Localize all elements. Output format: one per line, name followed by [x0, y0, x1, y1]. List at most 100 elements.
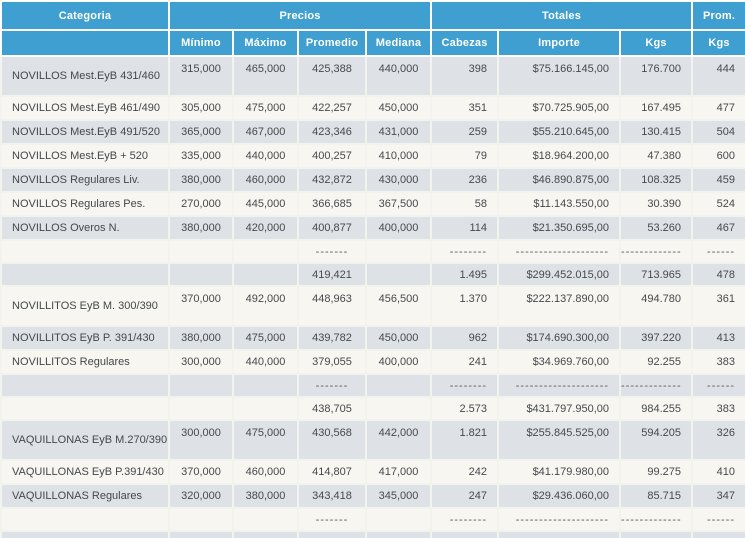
cabezas-cell: 114 [430, 215, 500, 241]
promedio-cell: 400,877 [297, 215, 367, 241]
table-row [0, 530, 745, 538]
mediana-cell: 440,000 [364, 55, 433, 97]
category-cell: NOVILLITOS Regulares [0, 349, 170, 375]
promedio-cell: ------- [297, 239, 367, 264]
cabezas-cell: 241 [430, 349, 500, 375]
table-row: ------- -------- -------------------- --… [0, 507, 745, 532]
kgs-cell: 99.275 [619, 459, 694, 485]
header-group-row: Categoria Precios Totales Prom. [0, 0, 745, 31]
promedio-cell: 439,782 [297, 325, 367, 351]
kgs-cell: 47.380 [619, 143, 694, 169]
cabezas-cell: 1.495 [430, 262, 500, 287]
importe-cell: $34.969.760,00 [497, 349, 622, 375]
category-cell: NOVILLOS Overos N. [0, 215, 170, 241]
minimo-cell: 365,000 [168, 119, 234, 145]
cabezas-cell [430, 530, 500, 538]
header-prom: Prom. [691, 0, 745, 31]
table-row: NOVILLOS Mest.EyB 461/490 305,000 475,00… [0, 95, 745, 121]
kgs-cell [619, 530, 694, 538]
maximo-cell: 445,000 [232, 191, 299, 217]
header-prom-kgs: Kgs [691, 29, 745, 57]
maximo-cell: 475,000 [232, 419, 299, 461]
category-cell [0, 396, 170, 421]
minimo-cell [168, 396, 234, 421]
kgs-cell: 130.415 [619, 119, 694, 145]
prom-kgs-cell: 361 [691, 285, 745, 327]
cabezas-cell: 247 [430, 483, 500, 509]
promedio-cell: 414,807 [297, 459, 367, 485]
header-kgs: Kgs [619, 29, 694, 57]
kgs-cell: ------------- [619, 507, 694, 532]
category-cell: VAQUILLONAS EyB M.270/390 [0, 419, 170, 461]
minimo-cell: 380,000 [168, 167, 234, 193]
category-cell: NOVILLOS Mest.EyB 431/460 [0, 55, 170, 97]
prom-kgs-cell: 477 [691, 95, 745, 121]
table-body: NOVILLOS Mest.EyB 431/460 315,000 465,00… [0, 55, 745, 538]
header-categoria-spacer [0, 29, 170, 57]
minimo-cell: 315,000 [168, 55, 234, 97]
mediana-cell [364, 239, 433, 264]
maximo-cell: 475,000 [232, 325, 299, 351]
cabezas-cell: 236 [430, 167, 500, 193]
header-importe: Importe [497, 29, 622, 57]
category-cell [0, 530, 170, 538]
mediana-cell [364, 373, 433, 398]
cabezas-cell: -------- [430, 373, 500, 398]
mediana-cell: 431,000 [364, 119, 433, 145]
minimo-cell [168, 239, 234, 264]
minimo-cell [168, 262, 234, 287]
cabezas-cell: -------- [430, 239, 500, 264]
mediana-cell [364, 262, 433, 287]
table-row: NOVILLOS Regulares Pes. 270,000 445,000 … [0, 191, 745, 217]
importe-cell: -------------------- [497, 239, 622, 264]
minimo-cell: 305,000 [168, 95, 234, 121]
kgs-cell: 984.255 [619, 396, 694, 421]
kgs-cell: 85.715 [619, 483, 694, 509]
maximo-cell: 475,000 [232, 95, 299, 121]
prom-kgs-cell: ------ [691, 239, 745, 264]
category-cell [0, 373, 170, 398]
minimo-cell: 320,000 [168, 483, 234, 509]
header-totales: Totales [430, 0, 694, 31]
promedio-cell: 448,963 [297, 285, 367, 327]
importe-cell: $55.210.645,00 [497, 119, 622, 145]
kgs-cell: 713.965 [619, 262, 694, 287]
importe-cell: $70.725.905,00 [497, 95, 622, 121]
maximo-cell: 420,000 [232, 215, 299, 241]
mediana-cell: 450,000 [364, 95, 433, 121]
table-row: NOVILLOS Regulares Liv. 380,000 460,000 … [0, 167, 745, 193]
table-row: NOVILLOS Mest.EyB 491/520 365,000 467,00… [0, 119, 745, 145]
table-row: 438,705 2.573 $431.797.950,00 984.255 38… [0, 396, 745, 421]
header-sub-row: Mínimo Máximo Promedio Mediana Cabezas I… [0, 29, 745, 57]
maximo-cell [232, 396, 299, 421]
promedio-cell: 422,257 [297, 95, 367, 121]
mediana-cell [364, 507, 433, 532]
promedio-cell: 432,872 [297, 167, 367, 193]
kgs-cell: ------------- [619, 373, 694, 398]
promedio-cell: 343,418 [297, 483, 367, 509]
table-row: NOVILLITOS EyB M. 300/390 370,000 492,00… [0, 285, 745, 327]
prom-kgs-cell: 326 [691, 419, 745, 461]
maximo-cell [232, 507, 299, 532]
prom-kgs-cell: 504 [691, 119, 745, 145]
kgs-cell: 494.780 [619, 285, 694, 327]
minimo-cell: 370,000 [168, 459, 234, 485]
promedio-cell: 419,421 [297, 262, 367, 287]
mediana-cell: 400,000 [364, 215, 433, 241]
promedio-cell: 379,055 [297, 349, 367, 375]
minimo-cell [168, 373, 234, 398]
category-cell: VAQUILLONAS Regulares [0, 483, 170, 509]
importe-cell: $222.137.890,00 [497, 285, 622, 327]
table-row: NOVILLOS Overos N. 380,000 420,000 400,8… [0, 215, 745, 241]
prom-kgs-cell: 524 [691, 191, 745, 217]
importe-cell: $299.452.015,00 [497, 262, 622, 287]
kgs-cell: 30.390 [619, 191, 694, 217]
promedio-cell: 425,388 [297, 55, 367, 97]
cabezas-cell: 242 [430, 459, 500, 485]
header-maximo: Máximo [232, 29, 299, 57]
category-cell: NOVILLITOS EyB M. 300/390 [0, 285, 170, 327]
table-row: NOVILLITOS Regulares 300,000 440,000 379… [0, 349, 745, 375]
prom-kgs-cell: 467 [691, 215, 745, 241]
header-minimo: Mínimo [168, 29, 234, 57]
kgs-cell: ------------- [619, 239, 694, 264]
